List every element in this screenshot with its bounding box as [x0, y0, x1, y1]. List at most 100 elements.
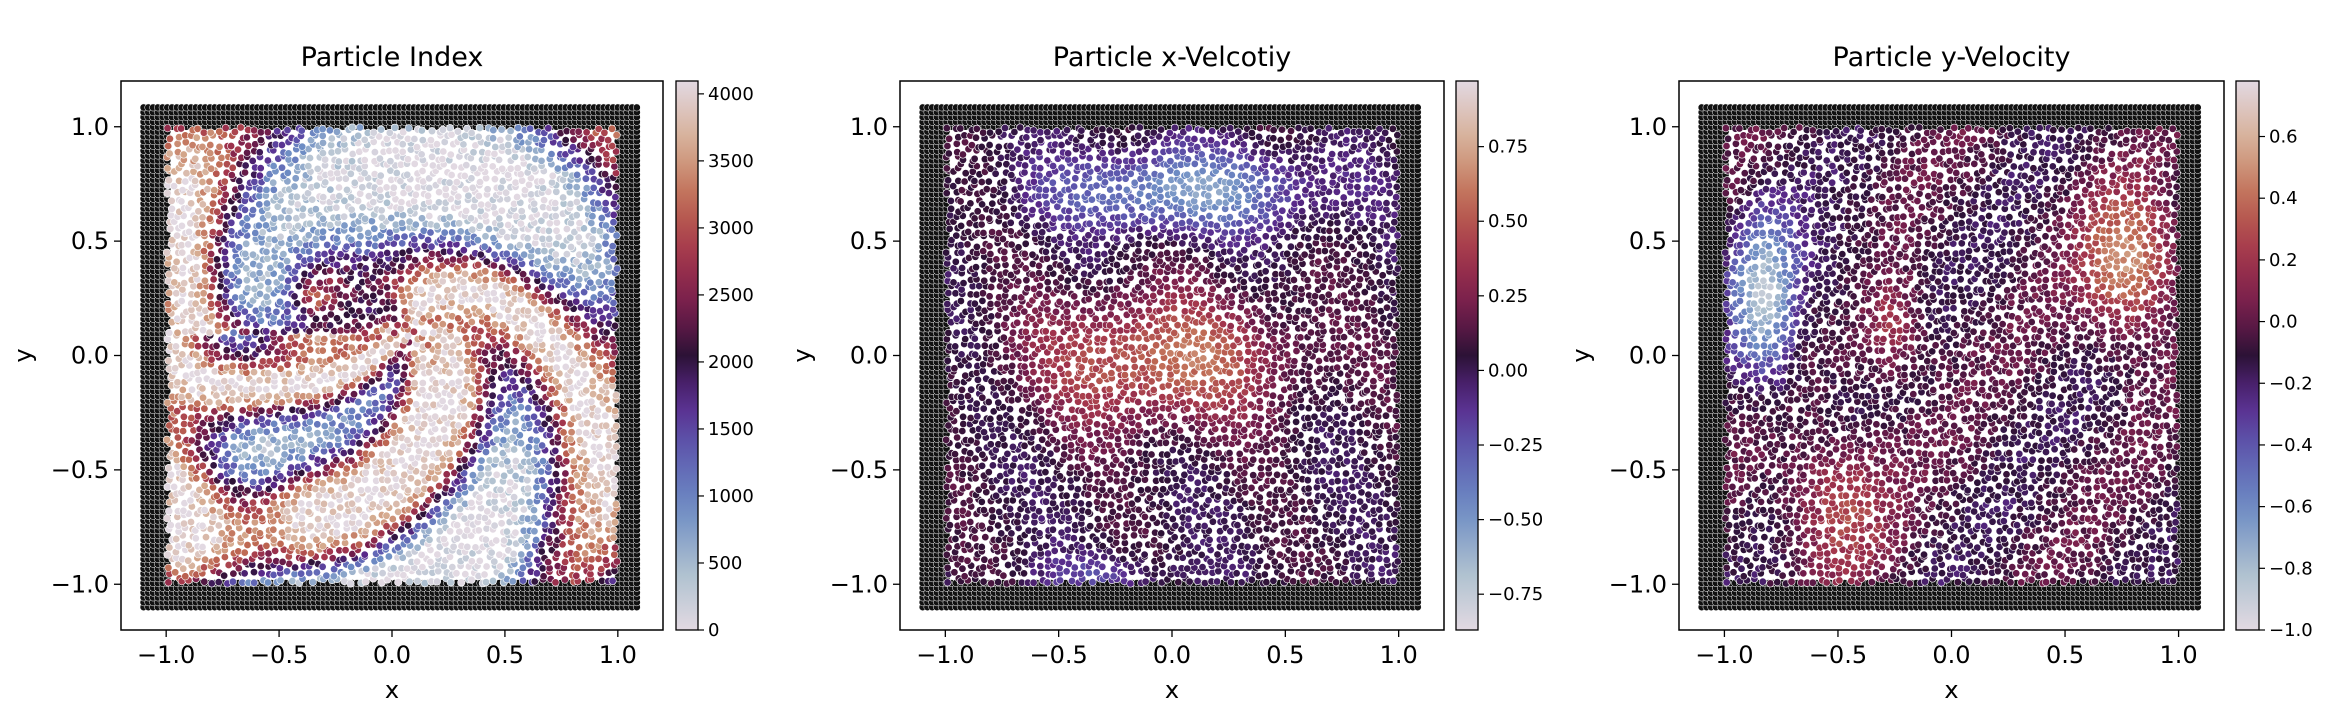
- fluid-particle: [397, 456, 406, 465]
- fluid-particle: [325, 441, 334, 450]
- fluid-particle: [555, 492, 564, 501]
- fluid-particle: [499, 370, 508, 379]
- fluid-particle: [376, 267, 385, 276]
- fluid-particle: [381, 420, 390, 429]
- fluid-particle: [269, 329, 278, 338]
- fluid-particle: [404, 521, 413, 530]
- fluid-particle: [510, 445, 519, 454]
- fluid-particle: [420, 579, 429, 588]
- fluid-particle: [574, 428, 583, 437]
- fluid-particle: [361, 292, 370, 301]
- fluid-particle: [325, 413, 334, 422]
- fluid-particle: [558, 343, 567, 352]
- fluid-particle: [510, 493, 519, 502]
- fluid-particle: [483, 314, 492, 323]
- fluid-particle: [586, 278, 595, 287]
- fluid-particle: [602, 328, 611, 337]
- fluid-particle: [241, 354, 250, 363]
- boundary-particle: [632, 103, 641, 112]
- fluid-particle: [610, 550, 619, 559]
- fluid-particle: [537, 304, 546, 313]
- fluid-particle: [200, 577, 209, 586]
- fluid-particle: [397, 285, 406, 294]
- fluid-particle: [297, 342, 306, 351]
- fluid-particle: [453, 521, 462, 530]
- fluid-particle: [403, 536, 412, 545]
- fluid-particle: [608, 335, 617, 344]
- fluid-particle: [442, 498, 451, 507]
- fluid-particle: [287, 377, 296, 386]
- fluid-particle: [283, 300, 292, 309]
- fluid-particle: [399, 370, 408, 379]
- fluid-particle: [192, 350, 201, 359]
- fluid-particle: [249, 478, 258, 487]
- fluid-particle: [264, 476, 273, 485]
- fluid-particle: [440, 270, 449, 279]
- fluid-particle: [226, 414, 235, 423]
- fluid-particle: [222, 346, 231, 355]
- fluid-particle: [445, 368, 454, 377]
- fluid-particle: [419, 354, 428, 363]
- fluid-particle: [449, 355, 458, 364]
- fluid-particle: [595, 393, 604, 402]
- fluid-particle: [272, 307, 281, 316]
- fluid-particle: [383, 342, 392, 351]
- fluid-particle: [612, 422, 621, 431]
- fluid-particle: [544, 534, 553, 543]
- fluid-particle: [354, 321, 363, 330]
- fluid-particle: [341, 546, 350, 555]
- fluid-particle: [516, 403, 525, 412]
- fluid-particle: [334, 434, 343, 443]
- panel-1: −1.0 −0.5 0.0 0.5 1.0−1.0−0.50.00.51.0Partic…: [9, 42, 754, 704]
- fluid-particle: [545, 486, 554, 495]
- fluid-particle: [312, 568, 321, 577]
- fluid-particle: [525, 362, 534, 371]
- fluid-particle: [394, 578, 403, 587]
- fluid-particle: [179, 412, 188, 421]
- fluid-particle: [608, 375, 617, 384]
- fluid-particle: [309, 321, 318, 330]
- fluid-particle: [252, 328, 261, 337]
- fluid-particle: [561, 469, 570, 478]
- fluid-particle: [186, 496, 195, 505]
- fluid-particle: [517, 497, 526, 506]
- fluid-particle: [602, 479, 611, 488]
- fluid-particle: [222, 352, 231, 361]
- fluid-particle: [534, 356, 543, 365]
- fluid-particle: [304, 490, 313, 499]
- fluid-particle: [554, 454, 563, 463]
- fluid-particle: [290, 413, 299, 422]
- fluid-particle: [282, 567, 291, 576]
- fluid-particle: [488, 305, 497, 314]
- fluid-particle: [524, 404, 533, 413]
- fluid-particle: [434, 314, 443, 323]
- fluid-particle: [283, 507, 292, 516]
- fluid-particle: [347, 406, 356, 415]
- fluid-particle: [200, 276, 209, 285]
- fluid-particle: [258, 514, 267, 523]
- fluid-particle: [209, 275, 218, 284]
- fluid-particle: [220, 552, 229, 561]
- fluid-particle: [524, 484, 533, 493]
- fluid-particle: [318, 542, 327, 551]
- fluid-particle: [187, 413, 196, 422]
- fluid-particle: [255, 376, 264, 385]
- fluid-particle: [215, 425, 224, 434]
- fluid-particle: [403, 379, 412, 388]
- fluid-particle: [383, 476, 392, 485]
- fluid-particle: [587, 397, 596, 406]
- fluid-particle: [524, 443, 533, 452]
- fluid-particle: [594, 278, 603, 287]
- fluid-particle: [327, 369, 336, 378]
- fluid-particle: [319, 499, 328, 508]
- fluid-particle: [358, 364, 367, 373]
- fluid-particle: [240, 450, 249, 459]
- fluid-particle: [547, 385, 556, 394]
- fluid-particle: [405, 577, 414, 586]
- fluid-particle: [243, 540, 252, 549]
- fluid-particle: [611, 500, 620, 509]
- fluid-particle: [525, 383, 534, 392]
- fluid-particle: [516, 439, 525, 448]
- fluid-particle: [315, 436, 324, 445]
